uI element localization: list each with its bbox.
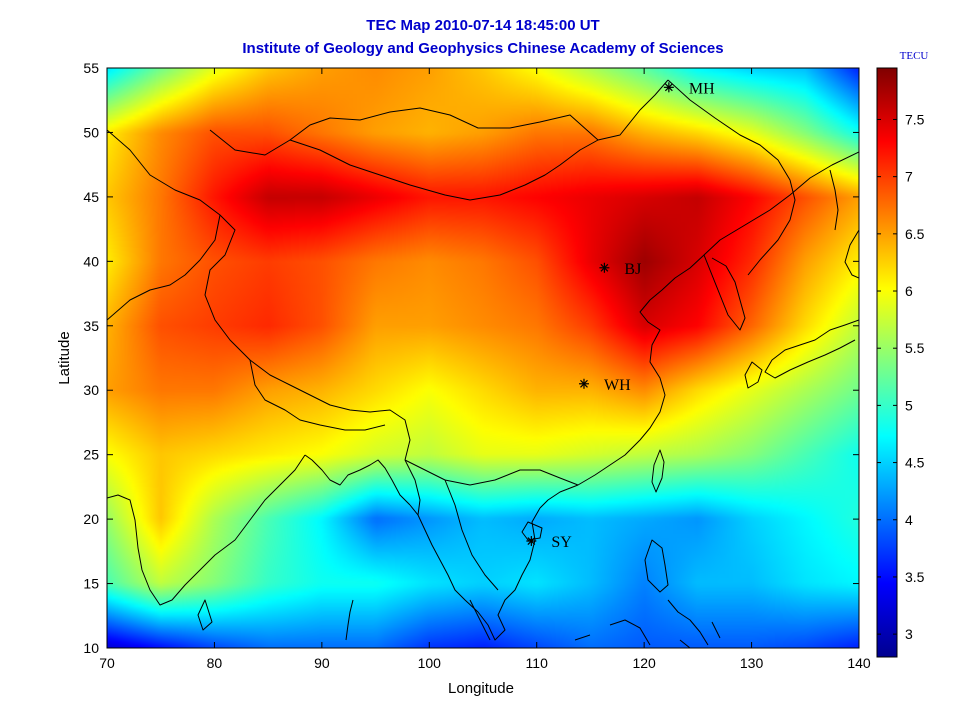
colorbar-tick-label: 4.5 <box>905 455 925 471</box>
colorbar-tick-label: 4 <box>905 512 913 528</box>
chart-subtitle: Institute of Geology and Geophysics Chin… <box>242 40 723 57</box>
colorbar-tick-label: 6 <box>905 283 913 299</box>
border-china-west <box>204 214 411 461</box>
coastline-philippines <box>667 599 721 648</box>
border-russia-east <box>667 79 796 276</box>
y-tick-label: 20 <box>83 511 99 527</box>
y-tick-label: 25 <box>83 447 99 463</box>
station-asterisk <box>527 537 536 545</box>
y-axis-label: Latitude <box>56 331 73 384</box>
border-china-north <box>209 79 669 201</box>
chart-title: TEC Map 2010-07-14 18:45:00 UT <box>366 17 599 34</box>
map-frame <box>106 67 860 649</box>
colorbar-tick-label: 5.5 <box>905 340 925 356</box>
coastline-east-asia <box>539 151 859 509</box>
coastline-andaman <box>345 599 354 641</box>
border-myanmar <box>404 459 421 516</box>
y-tick-label: 35 <box>83 318 99 334</box>
x-tick-label: 90 <box>314 655 330 671</box>
coastline-borneo <box>574 619 651 646</box>
station-label: WH <box>604 377 631 394</box>
x-tick-label: 130 <box>740 655 764 671</box>
y-tick-label: 40 <box>83 253 99 269</box>
station-asterisk <box>600 263 609 272</box>
x-tick-label: 120 <box>632 655 656 671</box>
coastline-hokkaido <box>844 229 859 279</box>
y-tick-label: 50 <box>83 124 99 140</box>
border-himalaya <box>249 359 386 431</box>
y-axis: 10 15 20 25 30 35 40 45 50 55 <box>83 60 859 656</box>
colorbar-tick-label: 7.5 <box>905 111 925 127</box>
y-tick-label: 15 <box>83 576 99 592</box>
y-tick-label: 10 <box>83 640 99 656</box>
colorbar-tick-label: 7 <box>905 169 913 185</box>
tec-heatmap <box>107 68 859 648</box>
x-tick-label: 140 <box>847 655 871 671</box>
x-axis-label: Longitude <box>448 680 514 697</box>
border-korea <box>703 254 746 331</box>
station-asterisk <box>664 83 673 92</box>
coastline-outlines <box>107 79 859 648</box>
station-marker-wh: WH <box>578 377 631 394</box>
station-asterisk <box>580 379 588 388</box>
border-central-asia <box>107 129 221 321</box>
border-laos-vietnam <box>444 479 499 591</box>
x-tick-label: 70 <box>99 655 115 671</box>
coastline-japan <box>764 319 859 379</box>
colorbar-unit-label: TECU <box>900 50 929 62</box>
station-markers: MH BJ WH SY <box>526 80 715 551</box>
station-label: BJ <box>624 261 641 278</box>
border-china-south <box>404 459 579 486</box>
coastline-sri-lanka <box>197 599 213 631</box>
x-tick-label: 80 <box>207 655 223 671</box>
coastline-malay <box>469 599 491 641</box>
coastline-sakhalin <box>829 169 839 231</box>
station-marker-sy: SY <box>526 534 572 551</box>
coastline-india <box>107 454 306 606</box>
colorbar-tick-label: 3.5 <box>905 569 925 585</box>
y-tick-label: 30 <box>83 382 99 398</box>
colorbar-tick-label: 5 <box>905 397 913 413</box>
border-mongolia <box>289 107 599 141</box>
x-tick-label: 110 <box>526 655 549 671</box>
x-axis: 70 80 90 100 110 120 130 140 <box>99 68 871 671</box>
coastline-taiwan <box>651 449 665 493</box>
station-marker-bj: BJ <box>599 261 641 278</box>
colorbar-tick-label: 3 <box>905 626 913 642</box>
y-tick-label: 55 <box>83 60 99 76</box>
coastline-bay-of-bengal <box>304 454 411 506</box>
coastline-luzon <box>644 539 669 593</box>
colorbar-ticks: 3 3.5 4 4.5 5 5.5 6 6.5 7 7.5 <box>877 111 925 642</box>
station-label: MH <box>689 80 715 97</box>
x-tick-label: 100 <box>418 655 442 671</box>
colorbar <box>876 67 898 658</box>
coastline-indochina <box>409 504 541 641</box>
coastline-kyushu <box>744 361 763 389</box>
y-tick-label: 45 <box>83 189 99 205</box>
station-marker-mh: MH <box>663 80 715 97</box>
colorbar-tick-label: 6.5 <box>905 226 925 242</box>
station-label: SY <box>551 534 572 551</box>
